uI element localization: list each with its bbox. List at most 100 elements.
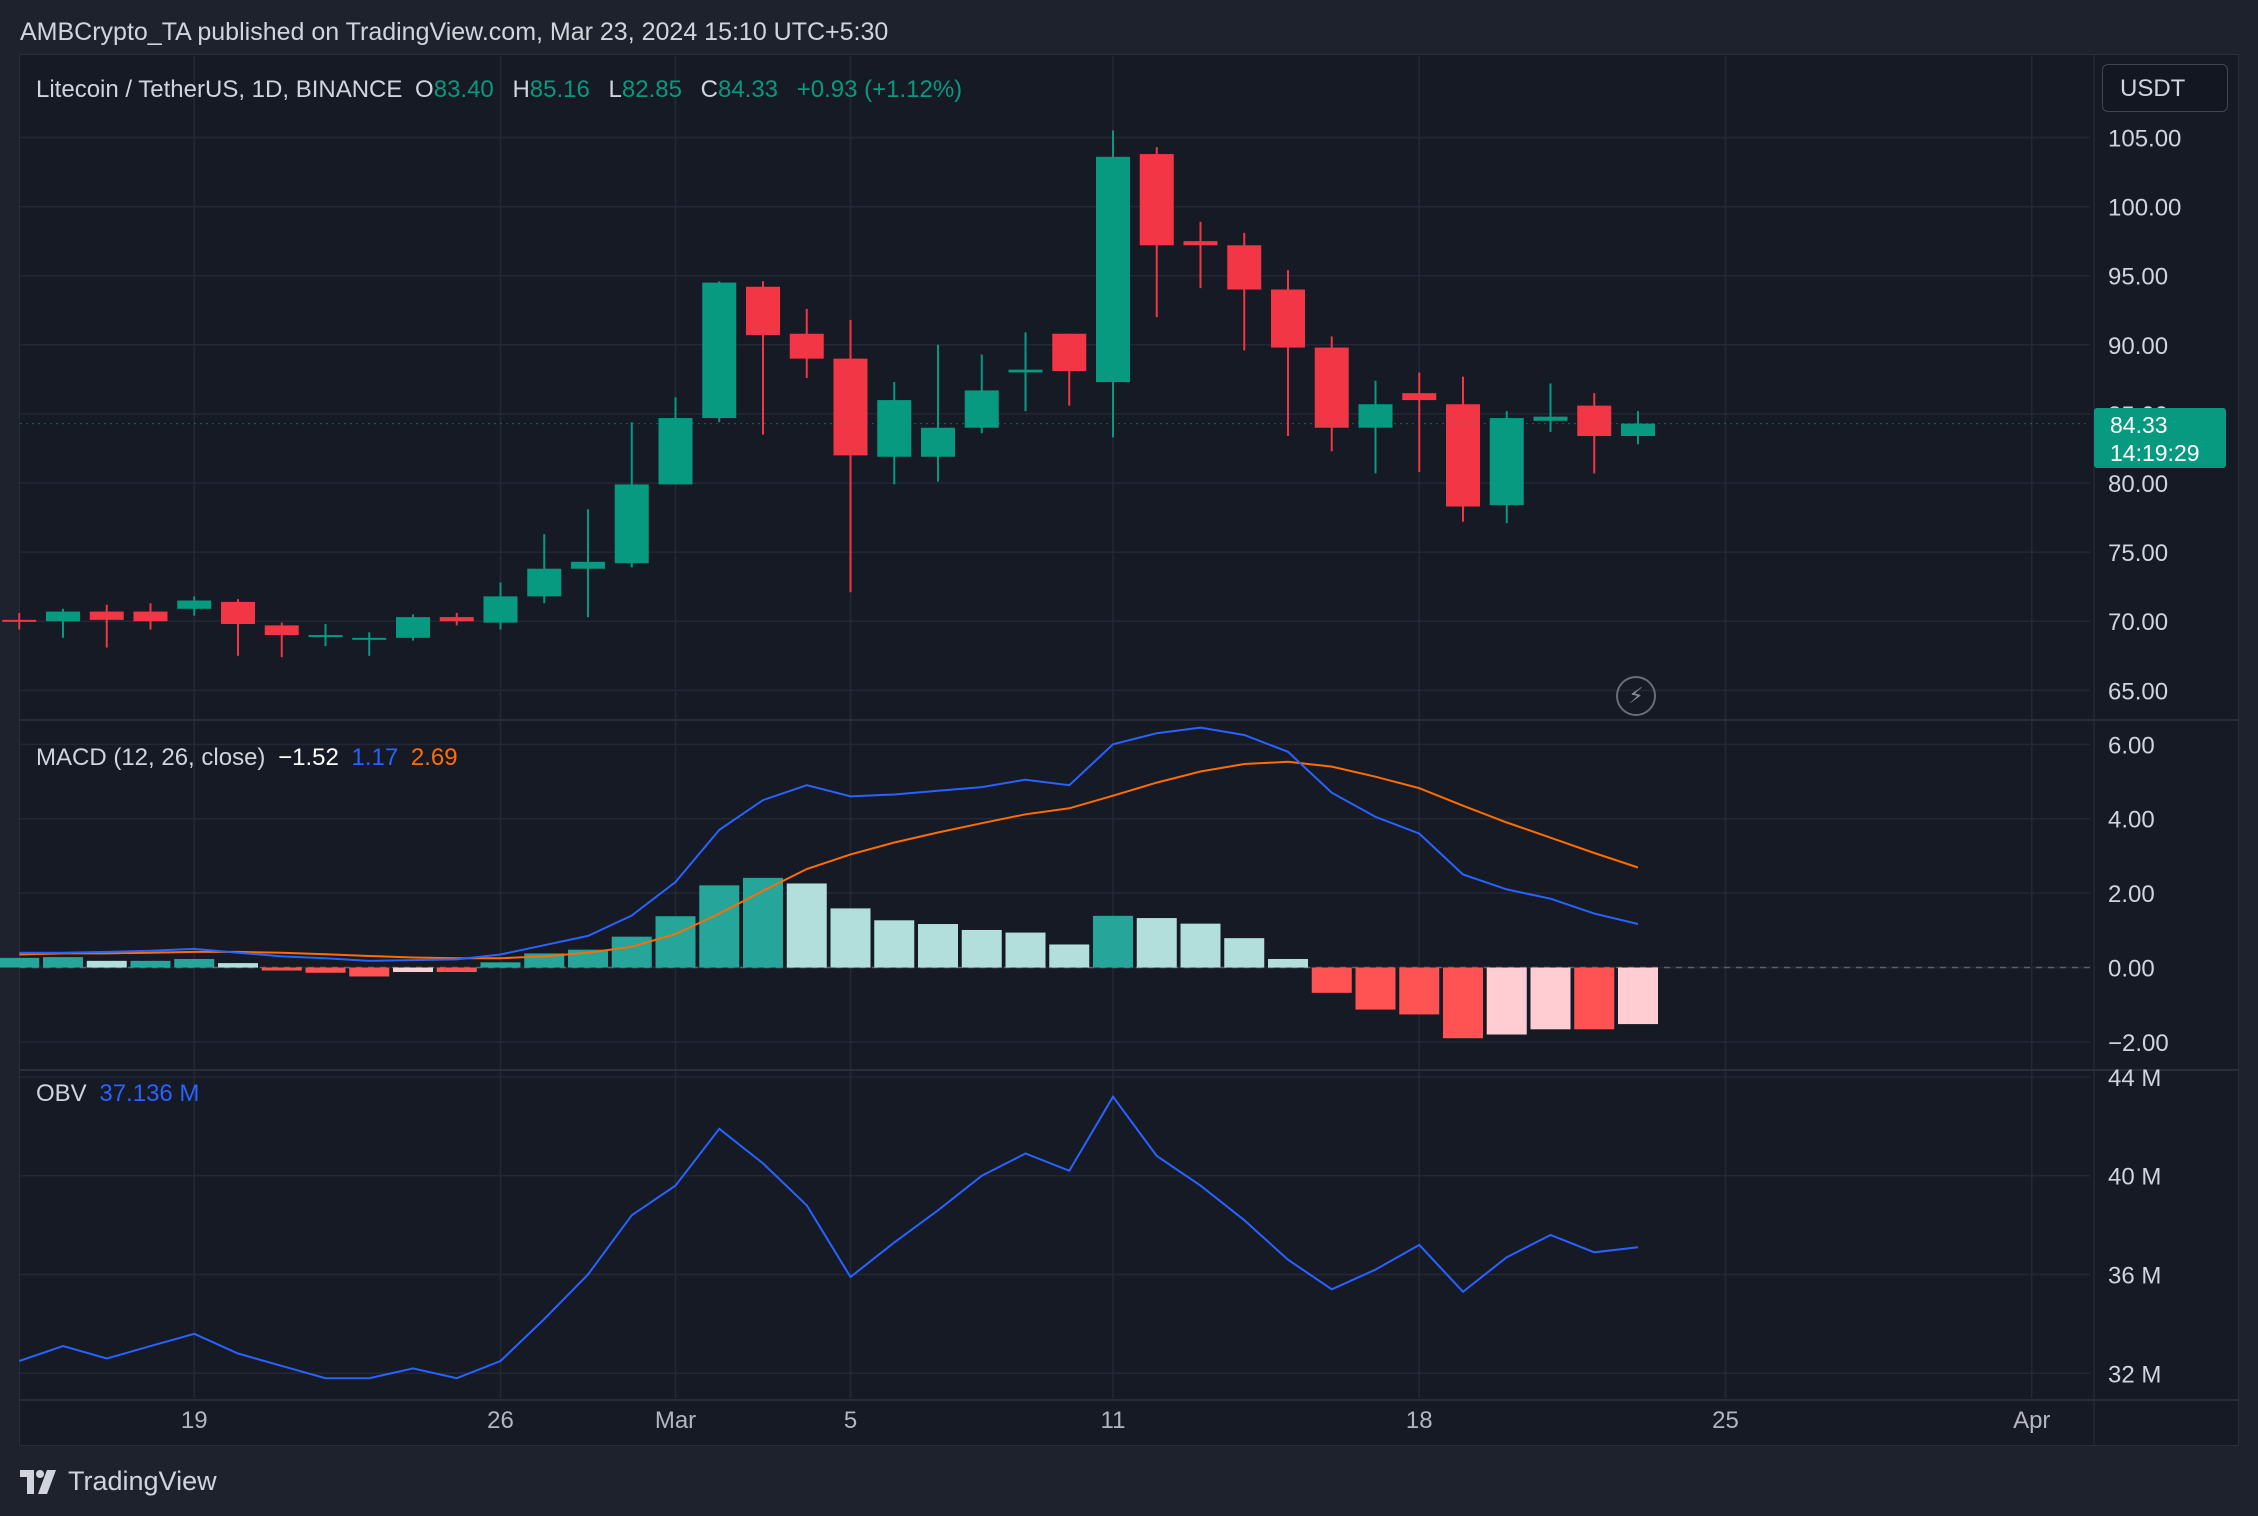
x-tick-label: 26: [487, 1407, 514, 1434]
macd-histogram-bar: [261, 967, 302, 971]
macd-histogram-bar: [1180, 923, 1221, 968]
y-tick-label: 2.00: [2108, 881, 2155, 908]
macd-histogram-bar: [743, 877, 783, 968]
pane-separators: [19, 54, 2239, 1446]
macd-histogram-bar: [0, 957, 40, 968]
candle-body: [877, 400, 912, 457]
bar-countdown: 14:19:29: [2110, 440, 2200, 466]
open-value: 83.40: [433, 76, 494, 103]
macd-histogram-bar: [1005, 932, 1046, 968]
candle-body: [1402, 393, 1437, 401]
candle-body: [1227, 245, 1262, 290]
signal-line: [19, 760, 1639, 960]
candle: [746, 281, 780, 435]
y-tick-label: 32 M: [2108, 1361, 2161, 1388]
candle: [1577, 393, 1612, 474]
obv-value: 37.136 M: [99, 1080, 200, 1107]
candle-body: [921, 427, 955, 457]
candle-body: [483, 596, 518, 623]
candle: [833, 319, 868, 593]
candle-body: [658, 418, 693, 485]
macd-histogram-bar: [436, 967, 477, 973]
macd-histogram-bar: [1355, 967, 1396, 1010]
obv-legend[interactable]: OBV 37.136 M: [36, 1080, 205, 1108]
candle: [1314, 336, 1349, 452]
candle-body: [46, 611, 80, 622]
macd-histogram-bar: [1136, 918, 1177, 968]
y-tick-label: 70.00: [2108, 609, 2168, 636]
macd-histogram-bar: [1049, 944, 1090, 968]
candle-body: [1621, 423, 1655, 437]
symbol-legend[interactable]: Litecoin / TetherUS, 1D, BINANCE O83.40 …: [36, 76, 968, 104]
y-tick-label: 36 M: [2108, 1263, 2161, 1290]
currency-button[interactable]: USDT: [2102, 64, 2228, 112]
last-price-tag: 84.33 14:19:29: [2094, 408, 2226, 468]
last-price-value: 84.33: [2110, 412, 2168, 438]
candle-body: [1314, 347, 1349, 428]
candle: [46, 608, 80, 638]
low-value: 82.85: [621, 76, 682, 103]
open-label: O: [415, 76, 434, 103]
x-tick-label: Mar: [655, 1407, 696, 1434]
obv-title: OBV: [36, 1080, 87, 1107]
y-tick-label: 44 M: [2108, 1065, 2161, 1092]
macd-histogram-bar: [1399, 967, 1440, 1015]
macd-histogram-bar: [1574, 967, 1615, 1030]
high-value: 85.16: [529, 76, 590, 103]
y-tick-label: 4.00: [2108, 807, 2155, 834]
macd-line-value: 1.17: [351, 744, 399, 771]
grid-layer: [20, 56, 2090, 1398]
macd-histogram-bar: [1486, 967, 1527, 1035]
candle-body: [2, 619, 37, 622]
candle: [177, 596, 212, 616]
x-tick-label: 19: [181, 1407, 208, 1434]
candle: [264, 622, 299, 658]
publisher-credit: AMBCrypto_TA published on TradingView.co…: [20, 18, 889, 46]
y-tick-label: 90.00: [2108, 333, 2168, 360]
candle-body: [1533, 416, 1568, 421]
candle: [221, 599, 255, 656]
macd-histogram-bar: [1530, 967, 1571, 1030]
macd-histogram-bar: [305, 967, 346, 973]
high-label: H: [512, 76, 530, 103]
candle-body: [264, 625, 299, 636]
lightning-bolt-icon[interactable]: ⚡: [1616, 676, 1656, 716]
macd-histogram-bar: [480, 962, 521, 968]
candle-body: [308, 635, 343, 638]
y-tick-label: 80.00: [2108, 471, 2168, 498]
candle: [1533, 383, 1568, 432]
macd-histogram-bar: [1443, 967, 1483, 1039]
candle-body: [1139, 154, 1174, 246]
candle-body: [352, 637, 387, 640]
axis-labels: 19 26 Mar 5 11 18 25 Apr 105.00 100.00 95.00 90.00 8…: [181, 125, 2182, 1434]
candle-body: [614, 484, 649, 564]
macd-pane: [0, 726, 1658, 1039]
candle: [483, 582, 518, 630]
obv-line: [18, 1094, 1639, 1380]
candle: [133, 603, 168, 630]
macd-histogram-bar: [1618, 967, 1658, 1025]
candle-body: [964, 390, 999, 428]
candle-body: [1358, 404, 1393, 428]
candle-body: [1489, 418, 1524, 506]
candle: [1183, 221, 1218, 289]
candle: [2, 612, 37, 630]
macd-histogram-bar: [86, 960, 127, 968]
candle-body: [1271, 289, 1305, 348]
macd-histogram-bar: [218, 963, 258, 968]
macd-histogram-bar: [830, 908, 871, 968]
macd-histogram-bar: [961, 929, 1002, 968]
macd-line: [19, 726, 1639, 962]
macd-histogram-value: −1.52: [278, 744, 339, 771]
x-tick-label: Apr: [2013, 1407, 2050, 1434]
candle: [1446, 376, 1480, 522]
candle: [1139, 147, 1174, 318]
y-tick-label: 95.00: [2108, 264, 2168, 291]
candle: [1008, 332, 1043, 412]
macd-legend[interactable]: MACD (12, 26, close) −1.52 1.17 2.69: [36, 744, 464, 772]
candle-body: [1446, 404, 1480, 507]
candle: [1621, 411, 1655, 445]
tradingview-branding[interactable]: TradingView: [20, 1466, 217, 1497]
y-tick-label: 100.00: [2108, 195, 2181, 222]
